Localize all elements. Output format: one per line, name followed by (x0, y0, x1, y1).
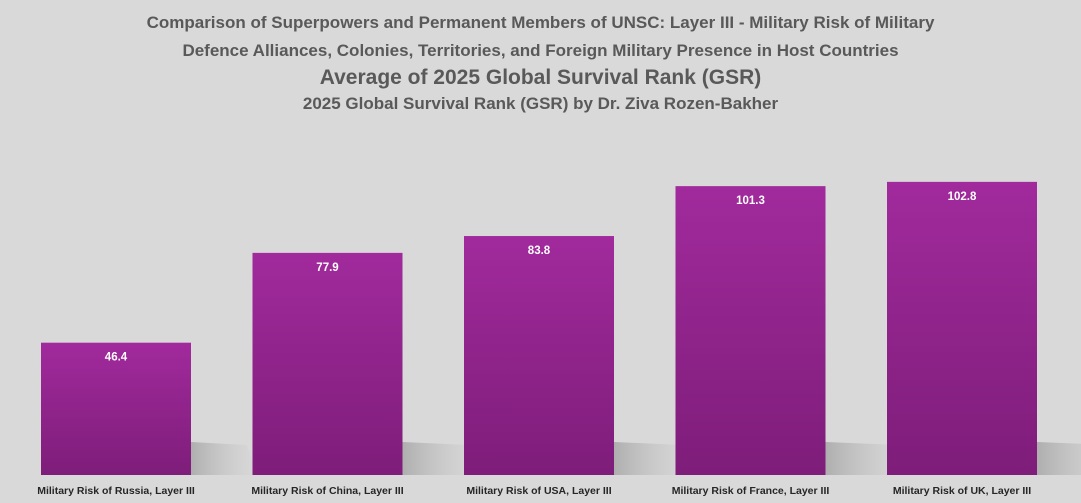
chart-title-main: Average of 2025 Global Survival Rank (GS… (319, 66, 762, 89)
bar-shadow (402, 442, 480, 475)
bar-shadow (614, 442, 693, 475)
bar-3 (675, 186, 826, 475)
category-label-1: Military Risk of China, Layer III (251, 485, 403, 497)
category-label-4: Military Risk of UK, Layer III (893, 485, 1031, 497)
bar-0 (41, 342, 191, 475)
value-label-0: 46.4 (105, 352, 128, 364)
value-label-3: 101.3 (736, 195, 765, 207)
bar-shadow (1037, 442, 1081, 475)
bar-2 (464, 236, 614, 475)
bar-1 (252, 252, 403, 475)
category-label-2: Military Risk of USA, Layer III (466, 485, 611, 497)
category-labels-group: Military Risk of Russia, Layer III Milita… (37, 485, 1031, 497)
value-label-4: 102.8 (948, 191, 977, 203)
chart-subtitle: 2025 Global Survival Rank (GSR) by Dr. Z… (302, 94, 779, 113)
category-label-0: Military Risk of Russia, Layer III (37, 485, 195, 497)
category-label-3: Military Risk of France, Layer III (672, 485, 830, 497)
bars-group (41, 181, 1037, 475)
bar-shadow (191, 442, 257, 475)
chart-title-line-1: Comparison of Superpowers and Permanent … (146, 13, 935, 32)
chart-title-line-2: Defence Alliances, Colonies, Territories… (182, 41, 899, 60)
value-label-1: 77.9 (316, 262, 338, 274)
value-labels-group: 46.4 77.9 83.8 101.3 102.8 (105, 191, 977, 364)
bar-4 (887, 181, 1037, 475)
value-label-2: 83.8 (528, 245, 551, 257)
